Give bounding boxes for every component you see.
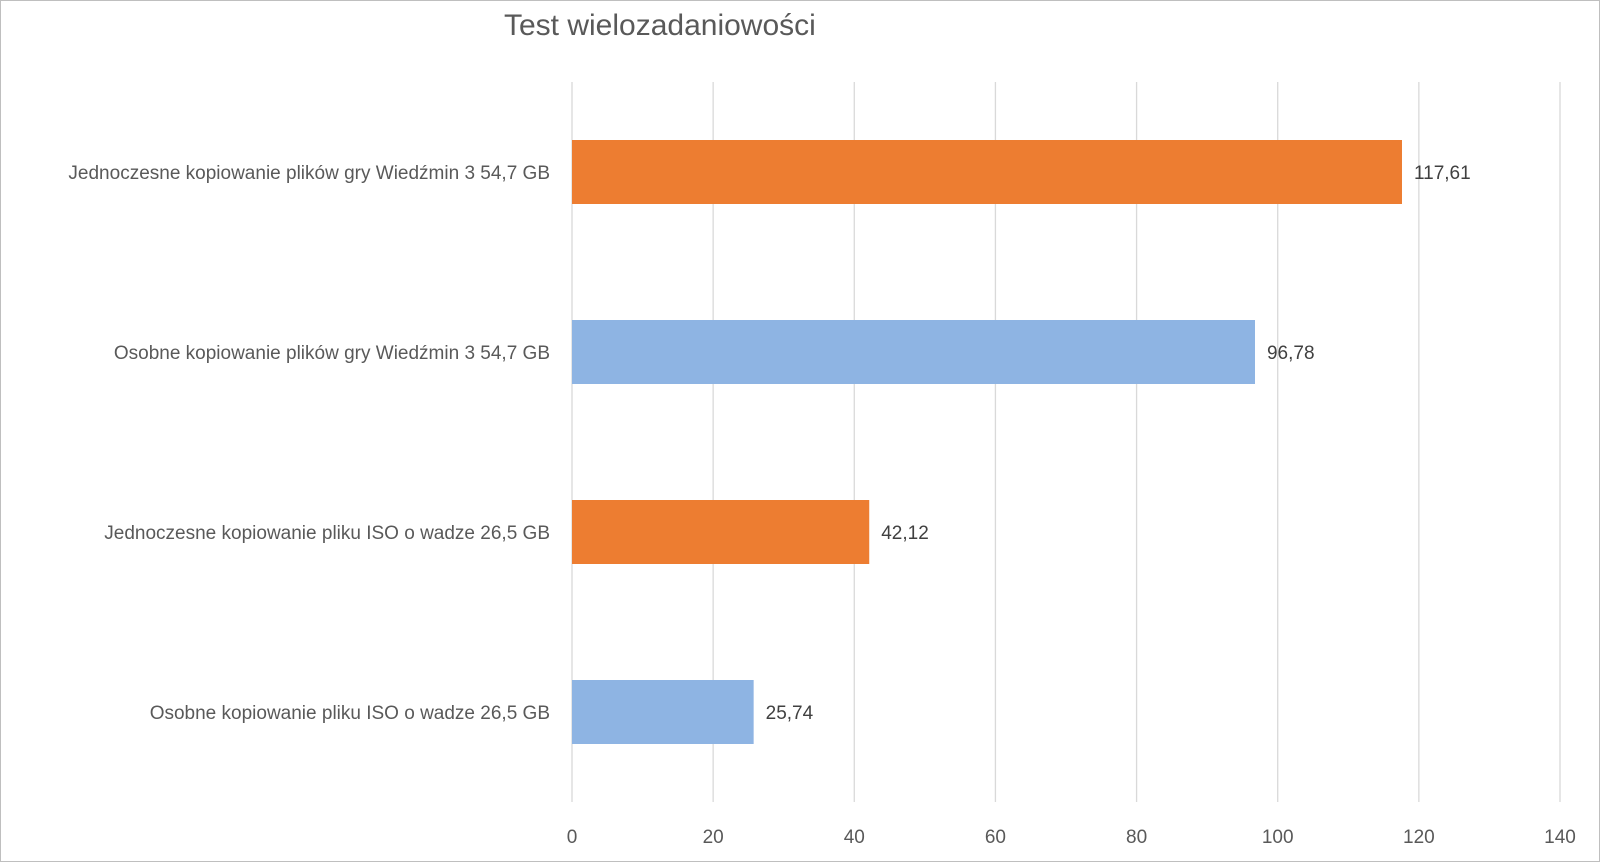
x-tick-label: 80 [1126, 827, 1147, 848]
x-tick-label: 40 [844, 827, 865, 848]
x-tick-label: 140 [1544, 827, 1576, 848]
chart-title: Test wielozadaniowości [504, 9, 816, 42]
data-label: 96,78 [1267, 343, 1315, 364]
category-label: Osobne kopiowanie plików gry Wiedźmin 3 … [114, 343, 550, 364]
data-label: 42,12 [881, 523, 929, 544]
category-label: Jednoczesne kopiowanie plików gry Wiedźm… [68, 163, 550, 184]
bar [572, 140, 1402, 204]
x-tick-label: 0 [567, 827, 578, 848]
x-tick-label: 20 [703, 827, 724, 848]
bar [572, 500, 870, 564]
data-label: 117,61 [1414, 163, 1471, 184]
label-layer: 0 20 40 60 80 100 120 140 Jednoczesne kopiowanie… [68, 163, 1575, 848]
bar [572, 680, 754, 744]
x-tick-label: 60 [985, 827, 1006, 848]
x-tick-label: 120 [1403, 827, 1435, 848]
category-label: Jednoczesne kopiowanie pliku ISO o wadze… [104, 523, 550, 544]
bar-layer [572, 140, 1402, 744]
bar [572, 320, 1255, 384]
category-label: Osobne kopiowanie pliku ISO o wadze 26,5… [150, 703, 550, 724]
x-tick-label: 100 [1262, 827, 1294, 848]
data-label: 25,74 [766, 703, 814, 724]
